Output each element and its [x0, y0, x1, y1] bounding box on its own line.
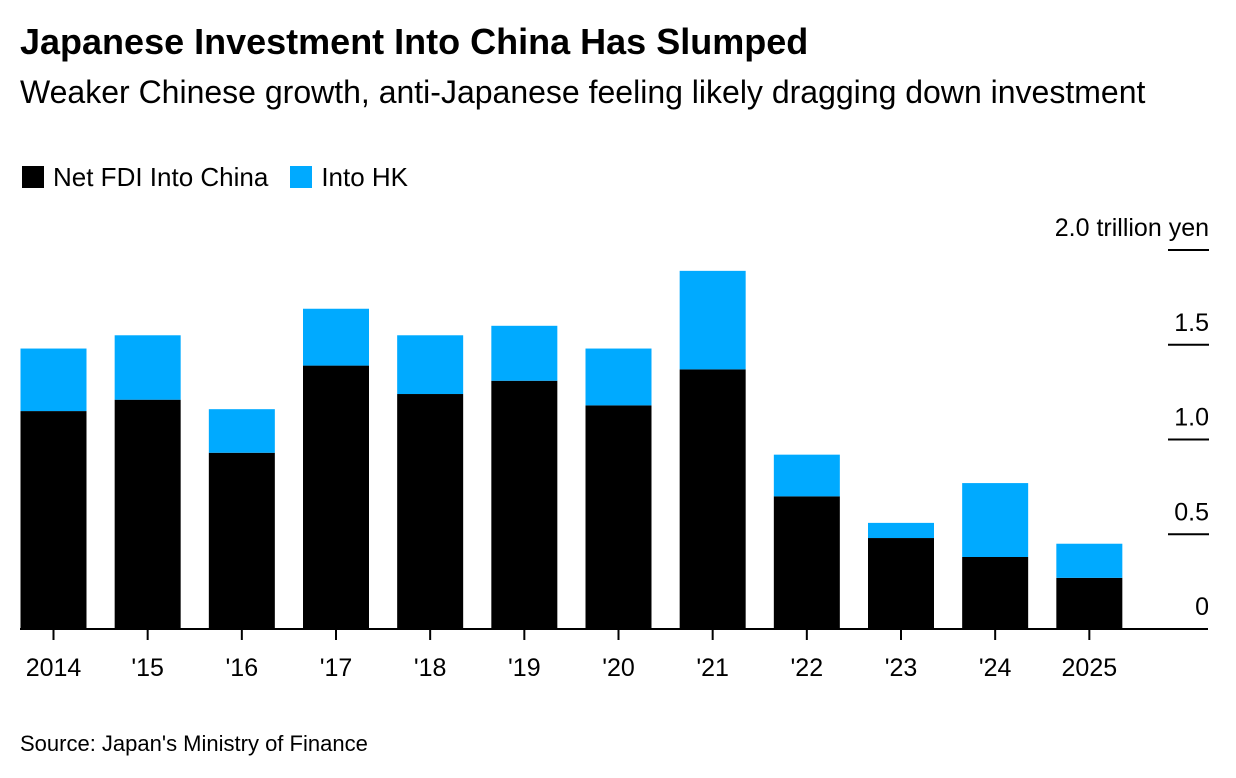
bar-hk [585, 348, 652, 406]
bar-hk [491, 325, 558, 381]
bar-china [1056, 577, 1123, 629]
bar-china [491, 380, 558, 629]
y-tick-label: 1.0 [1174, 404, 1209, 432]
bar-hk [962, 483, 1029, 557]
chart-subtitle: Weaker Chinese growth, anti-Japanese fee… [20, 74, 1146, 110]
x-tick-label: '17 [320, 654, 353, 682]
y-tick-label: 2.0 trillion yen [1055, 214, 1209, 242]
bar-china [868, 538, 934, 629]
x-tick-label: '16 [226, 654, 259, 682]
x-tick-label: 2025 [1062, 654, 1118, 682]
bar-hk [208, 409, 275, 453]
x-tick-label: '22 [791, 654, 824, 682]
legend-label-hk: Into HK [321, 161, 409, 192]
bar-china [962, 556, 1029, 629]
bar-china [114, 399, 181, 629]
x-tick-label: '18 [414, 654, 447, 682]
bar-hk [397, 335, 464, 395]
bar-hk [679, 270, 746, 370]
legend-swatch-hk [290, 166, 313, 188]
x-tick-label: '20 [602, 654, 635, 682]
x-tick-label: '23 [885, 654, 918, 682]
legend: Net FDI Into China Into HK [22, 160, 430, 194]
bar-hk [20, 348, 87, 412]
chart-title: Japanese Investment Into China Has Slump… [20, 21, 809, 62]
bar-hk [303, 308, 369, 366]
legend-item-hk: Into HK [290, 162, 408, 193]
y-tick-label: 0 [1195, 593, 1209, 621]
y-tick-label: 0.5 [1174, 498, 1209, 526]
bar-china [208, 452, 275, 629]
x-tick-label: '15 [131, 654, 164, 682]
bar-china [585, 405, 652, 629]
bar-hk [868, 522, 934, 539]
bar-china [397, 394, 464, 629]
legend-swatch-china [22, 166, 44, 188]
legend-label-china: Net FDI Into China [53, 161, 269, 192]
source-note: Source: Japan's Ministry of Finance [20, 731, 368, 756]
y-tick-label: 1.5 [1174, 309, 1209, 337]
bar-china [20, 411, 87, 629]
bar-china [679, 369, 746, 629]
bar-china [773, 496, 840, 629]
x-tick-label: 2014 [26, 654, 82, 682]
x-tick-label: '24 [979, 654, 1012, 682]
x-tick-label: '21 [696, 654, 729, 682]
bar-hk [773, 454, 840, 497]
bar-hk [1056, 543, 1123, 578]
legend-item-china: Net FDI Into China [22, 162, 268, 193]
bar-china [303, 365, 369, 629]
bar-hk [114, 335, 181, 400]
x-tick-label: '19 [508, 654, 541, 682]
